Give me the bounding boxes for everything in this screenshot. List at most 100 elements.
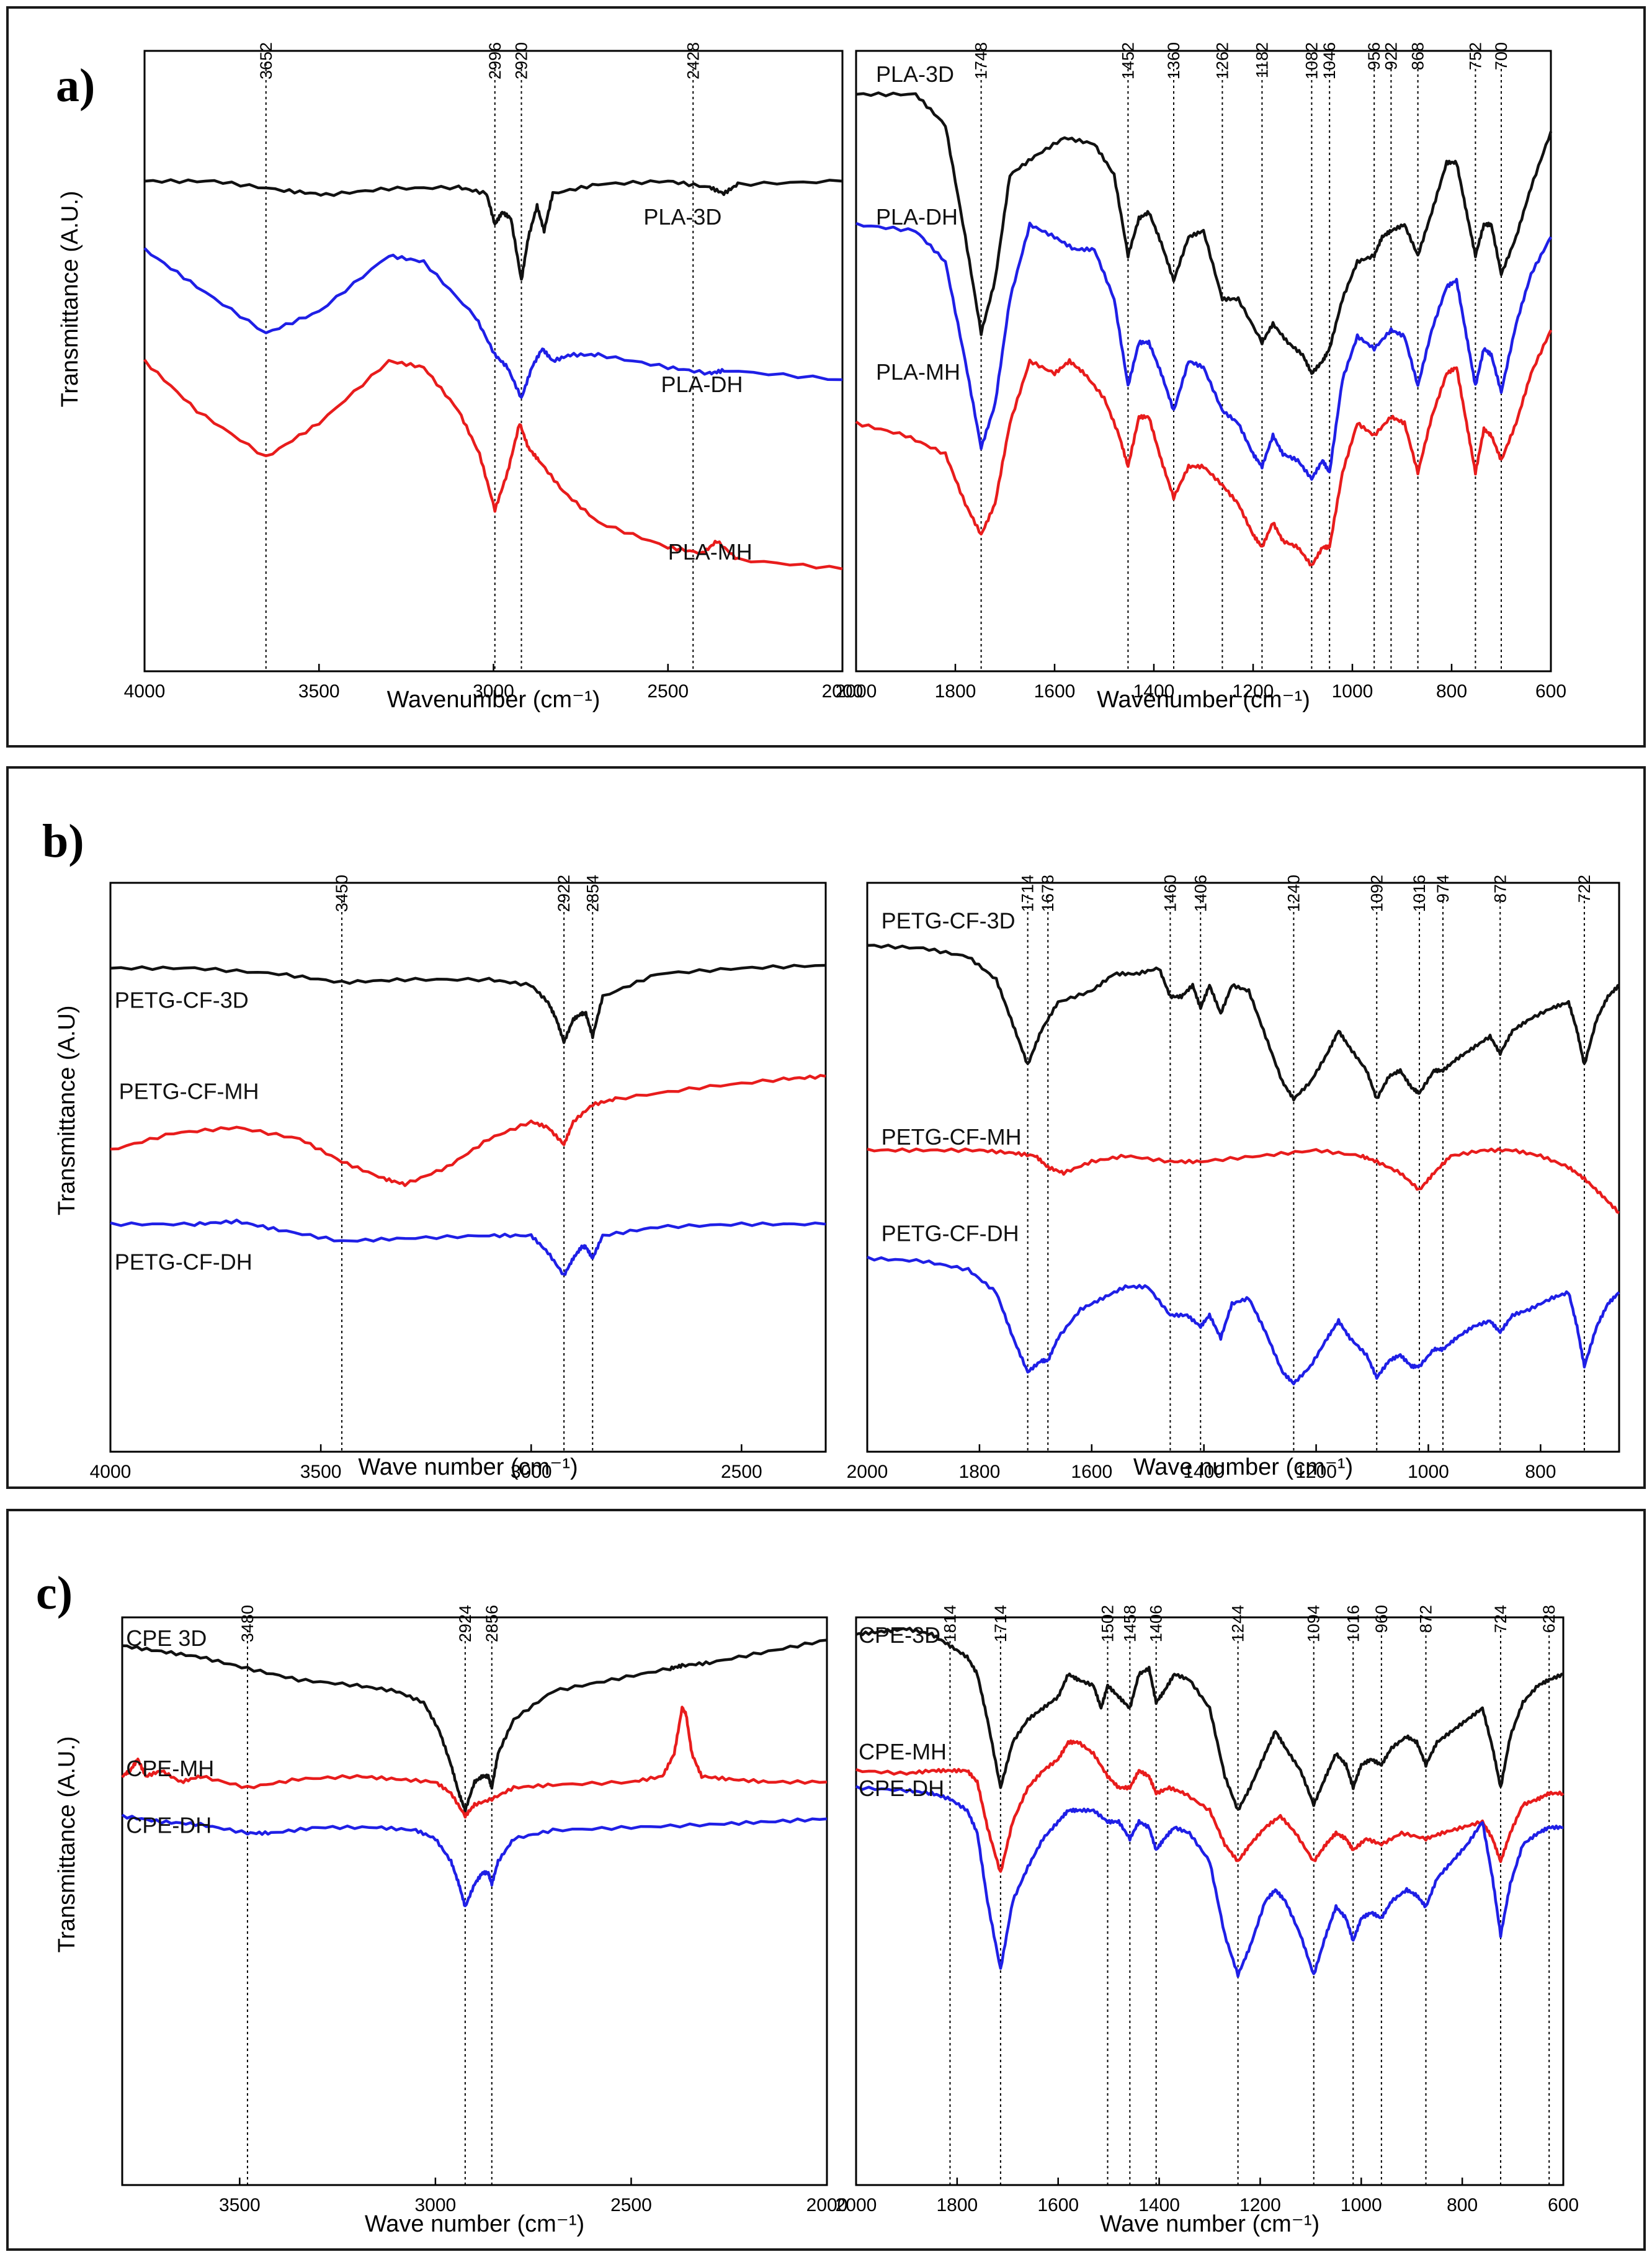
x-tick-label: 800 — [1525, 1462, 1556, 1482]
peak-label: 3652 — [257, 42, 275, 79]
peak-label: 2428 — [684, 42, 702, 79]
x-tick-label: 1000 — [1332, 681, 1373, 702]
y-axis-label: Transmittance (A.U.) — [54, 1736, 80, 1952]
peak-label: 1406 — [1191, 875, 1210, 912]
peak-label: 1360 — [1164, 42, 1183, 79]
x-tick-label: 800 — [1447, 2195, 1478, 2215]
chart-b-right: 2000 1800 1600 1400 1200 1000 800 1714 1678 1460 1… — [847, 875, 1620, 1482]
series-label: CPE-3D — [859, 1622, 940, 1648]
series-line-petg-cf-mh — [867, 1147, 1620, 1214]
peak-label: 1092 — [1367, 875, 1386, 912]
peak-label: 1714 — [991, 1605, 1010, 1642]
y-axis-label: Transmittance (A.U.) — [57, 190, 83, 407]
panel-a-label: a) — [56, 60, 96, 112]
peak-label: 974 — [1434, 875, 1452, 903]
panel-b-label: b) — [42, 815, 84, 867]
peak-label: 724 — [1491, 1605, 1510, 1633]
x-tick-label: 2500 — [647, 681, 689, 702]
series-line-petg-cf-dh — [867, 1256, 1620, 1385]
x-tick-label: 2000 — [836, 681, 877, 702]
chart-a-left: 4000 3500 3000 2500 2000 3652 2996 2920 2428 PLA-… — [57, 42, 863, 713]
peak-label: 1016 — [1410, 875, 1429, 912]
peak-label: 922 — [1382, 42, 1400, 70]
series-label: PETG-CF-DH — [882, 1221, 1019, 1246]
chart-a-right: 2000 1800 1600 1400 1200 1000 800 600 1748 1452 13… — [836, 42, 1566, 713]
peak-label: 1452 — [1118, 42, 1137, 79]
peak-label: 1714 — [1019, 875, 1037, 912]
peak-label: 1082 — [1302, 42, 1321, 79]
peak-label: 1016 — [1344, 1605, 1362, 1642]
peak-label: 1814 — [940, 1605, 959, 1642]
x-tick-label: 1200 — [1239, 2195, 1281, 2215]
x-tick-label: 600 — [1535, 681, 1566, 702]
series-line-cpe-dh — [121, 1813, 828, 1908]
x-tick-label: 1600 — [1071, 1462, 1112, 1482]
series-label: PETG-CF-3D — [115, 988, 249, 1013]
series-line-cpe-3d — [122, 1638, 828, 1813]
chart-c-right: 2000 1800 1600 1400 1200 1000 800 600 1814 1714 15… — [836, 1605, 1579, 2237]
series-label: CPE-MH — [126, 1756, 214, 1781]
x-tick-label: 1400 — [1133, 681, 1175, 702]
x-tick-label: 1200 — [1295, 1462, 1337, 1482]
series-label: CPE-DH — [126, 1813, 212, 1838]
series-line-pla-3d — [144, 178, 843, 281]
x-axis-label: Wave number (cm⁻¹) — [1100, 2211, 1319, 2237]
chart-c-left: 3500 3000 2500 2000 3480 2924 2856 CPE 3D CPE-MH… — [54, 1605, 847, 2237]
series-line-pla-dh — [855, 221, 1552, 481]
x-tick-label: 3500 — [219, 2195, 261, 2215]
x-tick-label: 2000 — [822, 681, 864, 702]
series-line-cpe-mh — [121, 1705, 828, 1819]
x-tick-label: 1400 — [1183, 1462, 1225, 1482]
series-line-pla-dh — [143, 247, 843, 399]
peak-label: 2920 — [512, 42, 531, 79]
x-tick-label: 3000 — [473, 681, 514, 702]
peak-label: 3480 — [238, 1605, 257, 1642]
plot-frame — [855, 50, 1552, 673]
peak-label: 1502 — [1099, 1605, 1117, 1642]
x-tick-label: 4000 — [124, 681, 166, 702]
peak-label: 872 — [1417, 1605, 1435, 1633]
series-line-pla-mh — [143, 359, 843, 571]
peak-label: 2854 — [583, 875, 602, 912]
peak-label: 752 — [1466, 42, 1485, 70]
x-tick-label: 800 — [1436, 681, 1467, 702]
x-tick-label: 3500 — [300, 1462, 342, 1482]
x-tick-label: 2500 — [610, 2195, 652, 2215]
x-tick-label: 1400 — [1138, 2195, 1180, 2215]
x-tick-label: 3500 — [298, 681, 340, 702]
peak-label: 868 — [1409, 42, 1427, 70]
series-label: PLA-DH — [876, 204, 958, 230]
x-tick-label: 1800 — [936, 2195, 978, 2215]
panel-a-frame — [6, 6, 1646, 748]
series-line-petg-cf-3d — [867, 944, 1620, 1102]
x-axis-label: Wave number (cm⁻¹) — [358, 1454, 578, 1480]
peak-label: 2924 — [456, 1605, 475, 1642]
peak-label: 1748 — [972, 42, 991, 79]
peak-label: 628 — [1540, 1605, 1558, 1633]
chart-b-left: 4000 3500 3000 2500 3450 2922 2854 PETG-CF-3D PE… — [54, 875, 827, 1482]
plot-frame — [109, 882, 827, 1453]
series-line-cpe-dh — [855, 1785, 1564, 1978]
x-tick-label: 1800 — [935, 681, 976, 702]
series-line-petg-cf-dh — [110, 1218, 826, 1276]
series-label: PLA-3D — [876, 61, 954, 87]
series-line-petg-cf-3d — [110, 963, 826, 1044]
peak-label: 960 — [1372, 1605, 1391, 1633]
peak-label: 956 — [1365, 42, 1383, 70]
series-label: PLA-MH — [876, 359, 960, 385]
x-tick-label: 2000 — [806, 2195, 848, 2215]
x-tick-label: 600 — [1548, 2195, 1579, 2215]
plot-frame — [855, 1616, 1565, 2186]
x-tick-label: 1800 — [959, 1462, 1001, 1482]
plot-frame — [866, 882, 1620, 1453]
x-tick-label: 4000 — [90, 1462, 132, 1482]
x-tick-label: 2500 — [721, 1462, 762, 1482]
series-label: PLA-DH — [661, 372, 743, 397]
series-label: PETG-CF-DH — [115, 1249, 252, 1275]
peak-label: 1094 — [1305, 1605, 1323, 1642]
x-axis-label: Wavenumber (cm⁻¹) — [1097, 687, 1310, 713]
series-label: PETG-CF-MH — [882, 1124, 1022, 1150]
x-tick-label: 1000 — [1408, 1462, 1449, 1482]
peak-label: 1244 — [1229, 1605, 1248, 1642]
series-label: CPE 3D — [126, 1625, 207, 1651]
